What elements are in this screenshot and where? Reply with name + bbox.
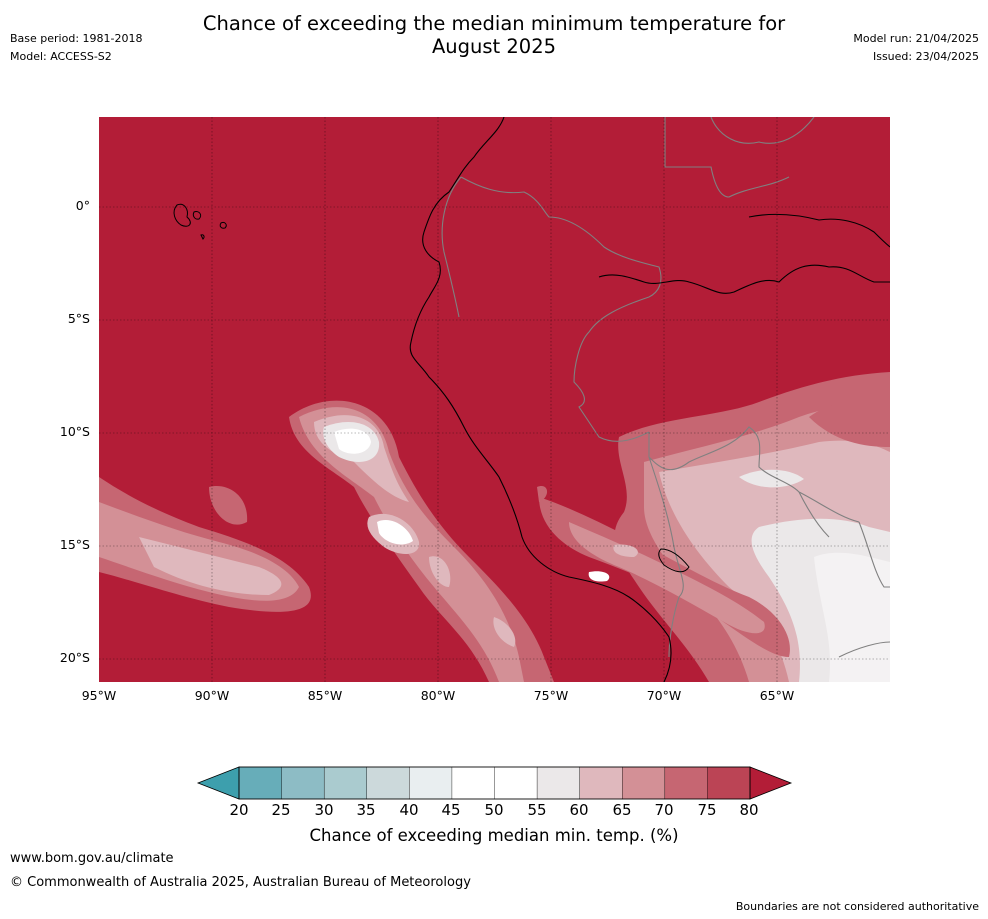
lon-label: 65°W bbox=[759, 688, 795, 703]
website-link[interactable]: www.bom.gov.au/climate bbox=[10, 851, 174, 866]
colorbar-label: 45 bbox=[441, 801, 461, 819]
model-text: Model: ACCESS-S2 bbox=[10, 50, 112, 63]
lat-label: 0° bbox=[75, 198, 90, 213]
colorbar-cell bbox=[451, 766, 495, 800]
colorbar-label: 40 bbox=[399, 801, 419, 819]
lon-label: 70°W bbox=[646, 688, 682, 703]
issued-text: Issued: 23/04/2025 bbox=[872, 50, 979, 63]
colorbar-label: 70 bbox=[654, 801, 674, 819]
colorbar-cell bbox=[707, 766, 751, 800]
graticule bbox=[99, 117, 890, 682]
colorbar-label: 25 bbox=[271, 801, 291, 819]
se-lower-probability-region bbox=[614, 372, 890, 682]
galapagos-islands bbox=[173, 203, 227, 240]
coastal-band bbox=[537, 485, 790, 657]
lat-label: 10°S bbox=[59, 424, 90, 439]
colorbar-label: 35 bbox=[356, 801, 376, 819]
colorbar-cell bbox=[494, 766, 538, 800]
lon-label: 95°W bbox=[81, 688, 117, 703]
copyright-text: © Commonwealth of Australia 2025, Austra… bbox=[10, 875, 471, 890]
colorbar-cell bbox=[238, 766, 283, 800]
colorbar-cell bbox=[622, 766, 666, 800]
lon-label: 90°W bbox=[194, 688, 230, 703]
colorbar-cell bbox=[281, 766, 325, 800]
colorbar-cell bbox=[409, 766, 453, 800]
lon-label: 85°W bbox=[307, 688, 343, 703]
colorbar-label: 20 bbox=[229, 801, 249, 819]
colorbar-label: 75 bbox=[697, 801, 717, 819]
lat-label: 5°S bbox=[67, 311, 90, 326]
country-borders bbox=[441, 117, 890, 658]
colorbar-under-arrow bbox=[196, 766, 240, 800]
lat-label: 20°S bbox=[59, 650, 90, 665]
colorbar-label: 30 bbox=[314, 801, 334, 819]
colorbar-cell bbox=[579, 766, 623, 800]
colorbar-cell bbox=[536, 766, 581, 800]
offshore-band-west bbox=[99, 477, 311, 612]
probability-map bbox=[99, 117, 890, 682]
model-run-text: Model run: 21/04/2025 bbox=[853, 32, 979, 45]
lake-titicaca bbox=[658, 548, 690, 573]
colorbar-cell bbox=[366, 766, 410, 800]
disclaimer-text: Boundaries are not considered authoritat… bbox=[735, 900, 979, 913]
colorbar bbox=[196, 766, 793, 800]
colorbar-label: 65 bbox=[612, 801, 632, 819]
colorbar-over-arrow bbox=[749, 766, 793, 800]
colorbar-cells bbox=[238, 766, 751, 800]
colorbar-title: Chance of exceeding median min. temp. (%… bbox=[309, 826, 679, 845]
coastline bbox=[409, 117, 890, 682]
colorbar-label: 80 bbox=[739, 801, 759, 819]
colorbar-label: 55 bbox=[527, 801, 547, 819]
map-title: Chance of exceeding the median minimum t… bbox=[0, 12, 988, 58]
title-line-1: Chance of exceeding the median minimum t… bbox=[202, 12, 786, 35]
colorbar-label: 60 bbox=[569, 801, 589, 819]
lon-label: 80°W bbox=[420, 688, 456, 703]
title-line-2: August 2025 bbox=[431, 35, 557, 58]
colorbar-label: 50 bbox=[484, 801, 504, 819]
colorbar-cell bbox=[664, 766, 708, 800]
offshore-band-central bbox=[289, 400, 554, 682]
lon-label: 75°W bbox=[533, 688, 569, 703]
colorbar-outline bbox=[238, 766, 751, 800]
base-period-text: Base period: 1981-2018 bbox=[10, 32, 143, 45]
colorbar-cell bbox=[323, 766, 368, 800]
lat-label: 15°S bbox=[59, 537, 90, 552]
